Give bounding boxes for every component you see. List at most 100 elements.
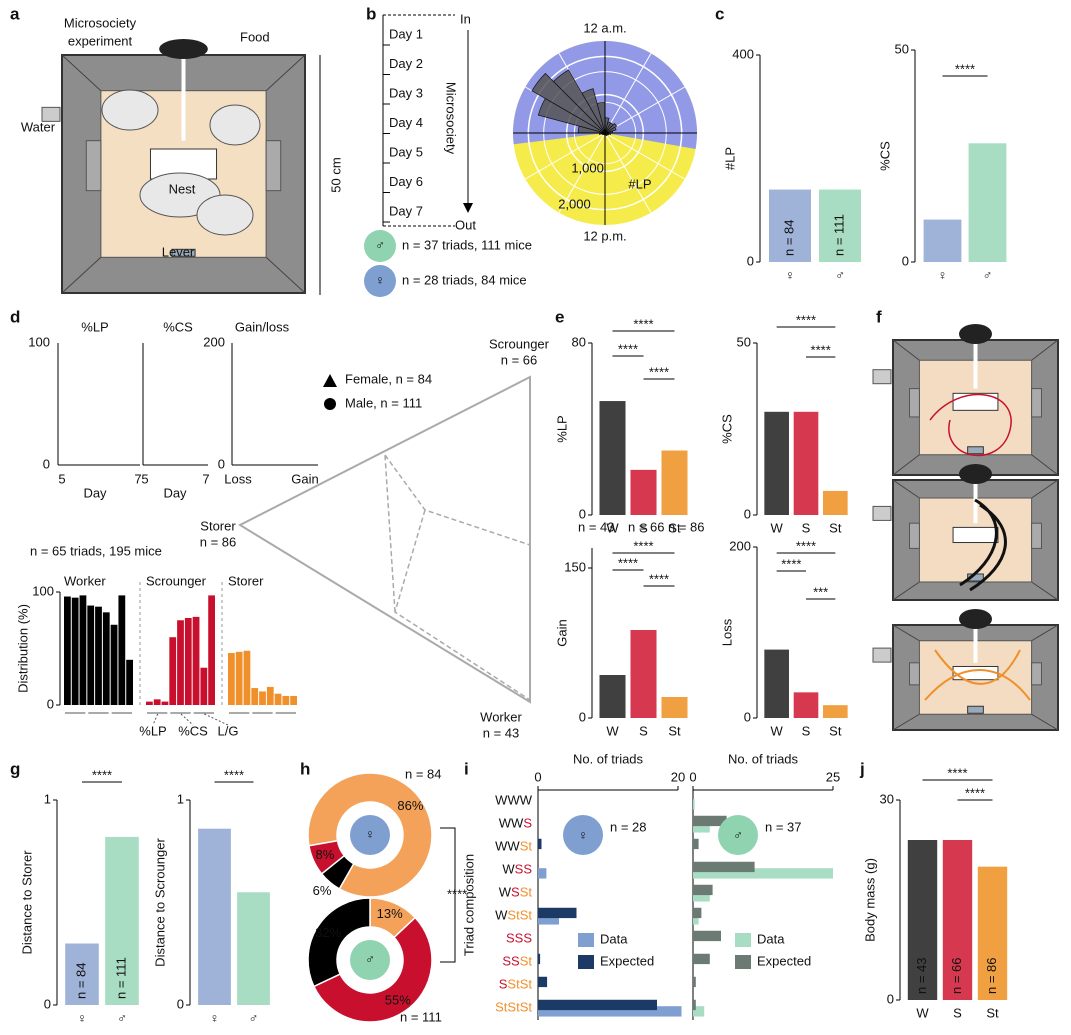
y-axis-label: Distance to Storer [19, 850, 34, 955]
label: Loss [224, 471, 252, 486]
bar [87, 605, 95, 705]
cage-edge [1031, 454, 1059, 476]
bar [274, 693, 282, 705]
symbol: ♂ [375, 237, 385, 252]
bar [118, 595, 126, 705]
bar [693, 891, 710, 902]
y-tick-label: 1 [177, 791, 184, 806]
n-label: n = 84 [73, 962, 88, 999]
r-tick-label: 2,000 [558, 196, 591, 211]
bar [146, 701, 153, 705]
value-label: 6% [313, 883, 332, 898]
food [959, 609, 992, 629]
label: 7 [134, 471, 141, 486]
bar [693, 953, 710, 965]
bar [769, 189, 811, 262]
r-tick-label: 1,000 [571, 160, 604, 175]
day-label: Day 1 [389, 26, 423, 41]
label: Female, n = 84 [345, 371, 432, 386]
sig-label: **** [811, 342, 831, 357]
bar [538, 838, 542, 850]
cage-side [1031, 522, 1042, 549]
bracket [440, 827, 456, 963]
bar [110, 624, 118, 705]
group-label: %CS [178, 723, 208, 738]
x-axis-label: No. of triads [728, 751, 799, 766]
x-tick-label: S [639, 520, 648, 535]
y-tick-label: 0 [177, 996, 184, 1011]
x-tick-label: S [953, 1005, 962, 1020]
label: In [460, 11, 471, 26]
x-tick-label: ♂ [117, 1010, 127, 1025]
sig-label: **** [649, 364, 669, 379]
bar [764, 649, 789, 718]
value-label: 8% [316, 847, 335, 862]
label: Food [240, 29, 270, 44]
legend-swatch [735, 955, 751, 969]
bar [228, 653, 235, 705]
donut-segment [308, 839, 346, 875]
panel-letter: e [555, 307, 564, 326]
x-tick-label: ♀ [785, 267, 795, 282]
male-icon [364, 230, 396, 262]
x-tick-label: S [639, 723, 648, 738]
bar [630, 630, 657, 718]
icon [718, 815, 758, 855]
bar [693, 838, 699, 850]
day-label: Day 6 [389, 174, 423, 189]
label: 200 [203, 334, 225, 349]
lever [171, 248, 196, 257]
bar [538, 868, 547, 879]
sig-label: **** [633, 316, 653, 331]
wedge [581, 88, 606, 134]
symbol: ♀ [578, 827, 588, 842]
bar [661, 450, 688, 515]
bar [977, 866, 1008, 1000]
bar [793, 411, 819, 515]
x-tick-label: 20 [671, 769, 685, 784]
panel-letter: g [10, 759, 20, 778]
x-tick-label: ♂ [249, 1010, 259, 1025]
sig-label: **** [224, 767, 244, 782]
label: experiment [68, 33, 133, 48]
panel-letter: a [10, 4, 20, 23]
bar [538, 953, 541, 965]
x-tick-label: ♀ [938, 267, 948, 282]
sig-label: **** [633, 538, 653, 553]
legend-swatch [578, 955, 594, 969]
x-tick-label: ♂ [835, 267, 845, 282]
bar [538, 1006, 682, 1017]
y-axis-label: Loss [719, 618, 734, 646]
cage-edge [1031, 581, 1059, 601]
group-label: L/G [218, 723, 239, 738]
label: Day [83, 485, 107, 500]
wedge [553, 69, 606, 134]
bar [693, 907, 702, 919]
cage-edge [892, 479, 920, 499]
bar [95, 606, 102, 705]
bar [192, 616, 200, 705]
label: 7 [202, 471, 209, 486]
wedge [604, 126, 617, 134]
bar [968, 143, 1007, 262]
label: 12 a.m. [583, 20, 626, 35]
label: Microsociety [64, 15, 137, 30]
y-tick-label: 0 [44, 996, 51, 1011]
y-tick-label: 150 [564, 559, 586, 574]
symbol: ♀ [365, 826, 375, 841]
y-tick-label: WSSt [499, 885, 533, 900]
cage-edge [892, 454, 920, 476]
symbol: ♂ [733, 827, 743, 842]
y-axis-label: Body mass (g) [862, 858, 877, 942]
legend-label: Data [600, 931, 628, 946]
wedge [531, 72, 606, 134]
y-tick-label: 0 [887, 991, 894, 1006]
x-tick-label: ♀ [77, 1010, 87, 1025]
bar [65, 943, 99, 1005]
bar [923, 219, 962, 262]
value-label: 86% [397, 798, 423, 813]
nest [952, 526, 999, 544]
y-tick-label: WWSt [495, 839, 532, 854]
label-lead [204, 713, 229, 726]
